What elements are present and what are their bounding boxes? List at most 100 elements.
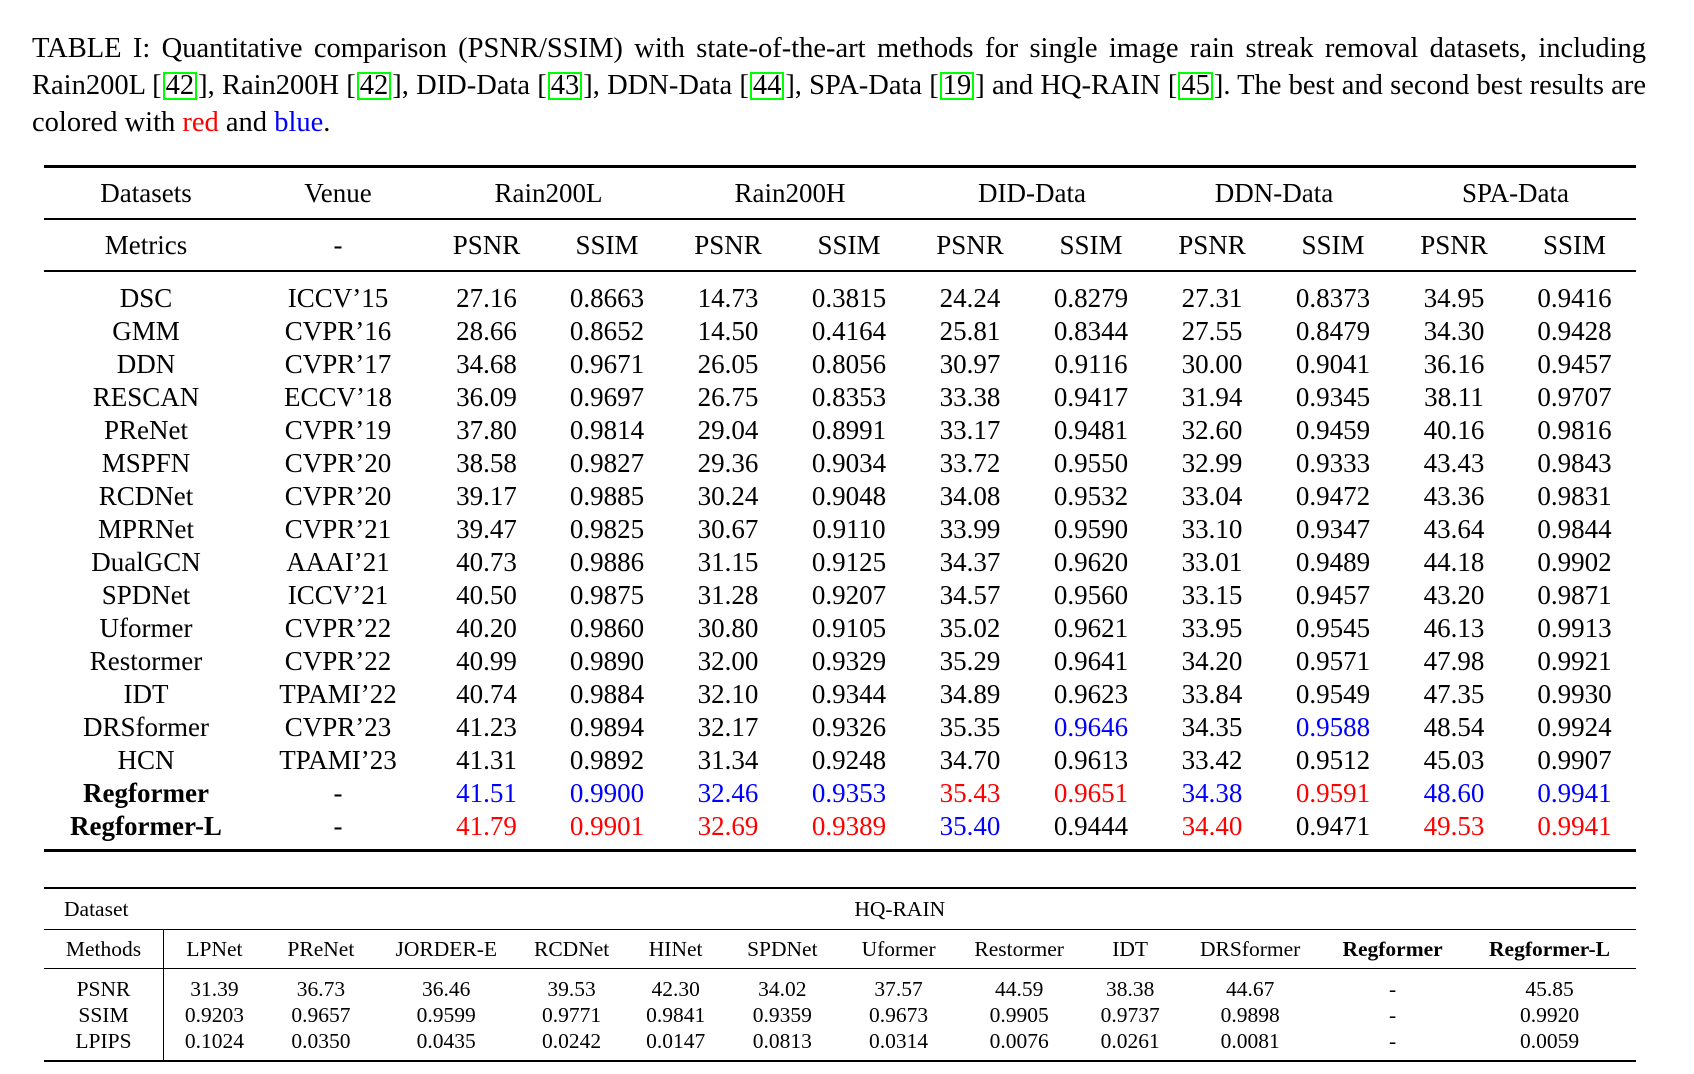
method-venue: CVPR’16	[284, 316, 392, 346]
hq-metric-row: PSNR 31.39 36.73 36.46 39.53 42.30 34.02 37.57 4…	[44, 968, 1636, 1002]
method-name: DSC	[119, 283, 173, 313]
metric-value: 0.9248	[811, 745, 887, 775]
table-row: RCDNet CVPR’20 39.17 0.9885 30.24 0.9048 34.08…	[44, 480, 1636, 513]
table-row: MPRNet CVPR’21 39.47 0.9825 30.67 0.9110 33.99…	[44, 513, 1636, 546]
metric-header: PSNR	[669, 218, 787, 272]
metric-value: 39.17	[456, 481, 517, 511]
comparison-table: Datasets Venue Rain200L Rain200H DID-Dat…	[44, 165, 1637, 852]
metric-header: SSIM	[545, 218, 669, 272]
metric-value: 41.51	[456, 778, 517, 808]
metric-label: SSIM	[44, 1002, 164, 1028]
metric-value: 34.57	[939, 580, 1001, 610]
citation-link[interactable]: 44	[749, 71, 785, 100]
method-venue: CVPR’22	[284, 613, 392, 643]
method-header: Regformer-L	[1463, 929, 1636, 969]
metric-value: 40.74	[456, 679, 517, 709]
method-header: Uformer	[841, 929, 957, 969]
metric-value: 40.99	[456, 646, 517, 676]
metric-value: 44.18	[1423, 547, 1485, 577]
metric-value: 0.9621	[1053, 613, 1129, 643]
metric-value: 44.59	[994, 977, 1044, 1001]
metric-header: PSNR	[1395, 218, 1514, 272]
metric-value: 34.37	[939, 547, 1001, 577]
method-venue: ECCV’18	[284, 382, 392, 412]
method-name: SPDNet	[101, 580, 191, 610]
metric-value: 0.9941	[1537, 778, 1612, 808]
metric-value: 0.9471	[1271, 810, 1396, 852]
metric-value: 31.28	[697, 580, 759, 610]
table-row: Restormer CVPR’22 40.99 0.9890 32.00 0.9329 35…	[44, 645, 1636, 678]
metric-value: 0.0314	[841, 1028, 957, 1062]
metric-value: 34.95	[1423, 283, 1485, 313]
metric-value: 0.9345	[1295, 382, 1371, 412]
metric-value: 32.46	[697, 778, 759, 808]
method-name: MSPFN	[101, 448, 191, 478]
group-header: DID-Data	[911, 165, 1154, 219]
metric-value: 0.3815	[811, 283, 887, 313]
metric-header: SSIM	[787, 218, 911, 272]
metric-value: 0.0435	[376, 1028, 516, 1062]
method-venue: AAAI’21	[286, 547, 390, 577]
metric-value: 0.9599	[416, 1003, 476, 1027]
method-venue: ICCV’15	[287, 283, 389, 313]
table-row: Regformer - 41.51 0.9900 32.46 0.9353 35.43 0.9…	[44, 777, 1636, 810]
method-venue: TPAMI’22	[279, 679, 397, 709]
metric-value: 0.9416	[1537, 283, 1612, 313]
metric-value: 29.36	[697, 448, 759, 478]
metric-value: 40.50	[456, 580, 517, 610]
citation-link[interactable]: 19	[939, 71, 975, 100]
metric-value: 0.9814	[569, 415, 645, 445]
citation-link[interactable]: 45	[1178, 71, 1213, 100]
metric-label: PSNR	[44, 968, 164, 1002]
method-name: GMM	[112, 316, 180, 346]
dataset-header-row: Datasets Venue Rain200L Rain200H DID-Dat…	[44, 165, 1637, 219]
table-row: SPDNet ICCV’21 40.50 0.9875 31.28 0.9207 34.57…	[44, 579, 1636, 612]
metric-value: -	[1389, 977, 1397, 1001]
table-row: IDT TPAMI’22 40.74 0.9884 32.10 0.9344 34.89 0.…	[44, 678, 1636, 711]
metric-value: 0.0261	[1082, 1028, 1179, 1062]
metric-value: 45.85	[1525, 977, 1574, 1001]
methods-label: Methods	[44, 929, 164, 969]
caption-text: ]. The best and second best results are …	[32, 70, 1646, 138]
method-header: HINet	[627, 929, 724, 969]
method-header: IDT	[1082, 929, 1179, 969]
citation-link[interactable]: 42	[356, 71, 392, 100]
group-header: Rain200L	[428, 165, 669, 219]
metric-value: 44.67	[1225, 977, 1275, 1001]
metric-value: 14.50	[697, 316, 759, 346]
method-name: Regformer	[83, 778, 209, 808]
method-venue: TPAMI’23	[279, 745, 397, 775]
metrics-header-row: Metrics - PSNR SSIM PSNR SSIM PSNR SSIM …	[44, 218, 1637, 272]
method-venue: CVPR’21	[284, 514, 392, 544]
metric-value: 48.54	[1423, 712, 1485, 742]
method-header: Restormer	[956, 929, 1083, 969]
method-name: DRSformer	[83, 712, 209, 742]
caption-text: ], DID-Data [	[392, 70, 547, 101]
datasets-header: Datasets	[44, 165, 248, 219]
metric-value: 43.43	[1423, 448, 1485, 478]
metric-header: SSIM	[1513, 218, 1637, 272]
metric-value: 0.0081	[1178, 1028, 1323, 1062]
group-header: DDN-Data	[1153, 165, 1396, 219]
caption-text: ], DDN-Data [	[583, 70, 749, 101]
metric-value: 0.9671	[569, 349, 645, 379]
citation-link[interactable]: 42	[162, 71, 198, 100]
metric-value: 0.9459	[1295, 415, 1371, 445]
metric-value: 0.0350	[264, 1028, 377, 1062]
citation-link[interactable]: 43	[547, 71, 583, 100]
metric-value: 32.99	[1181, 448, 1243, 478]
metric-value: 40.16	[1423, 415, 1485, 445]
metric-value: 37.57	[874, 977, 923, 1001]
metric-value: 0.0813	[723, 1028, 841, 1062]
caption-text: ], Rain200H [	[198, 70, 356, 101]
metric-label: LPIPS	[44, 1028, 164, 1062]
metric-value: 0.9860	[569, 613, 645, 643]
metric-value: 33.84	[1181, 679, 1243, 709]
caption-text: ] and HQ-RAIN [	[975, 70, 1178, 101]
metric-value: 39.47	[456, 514, 517, 544]
metric-value: 0.9825	[569, 514, 645, 544]
metric-value: 0.0076	[956, 1028, 1083, 1062]
caption-text: TABLE I: Quantitative comparison (PSNR/S…	[32, 33, 1646, 101]
metric-value: 33.01	[1181, 547, 1243, 577]
